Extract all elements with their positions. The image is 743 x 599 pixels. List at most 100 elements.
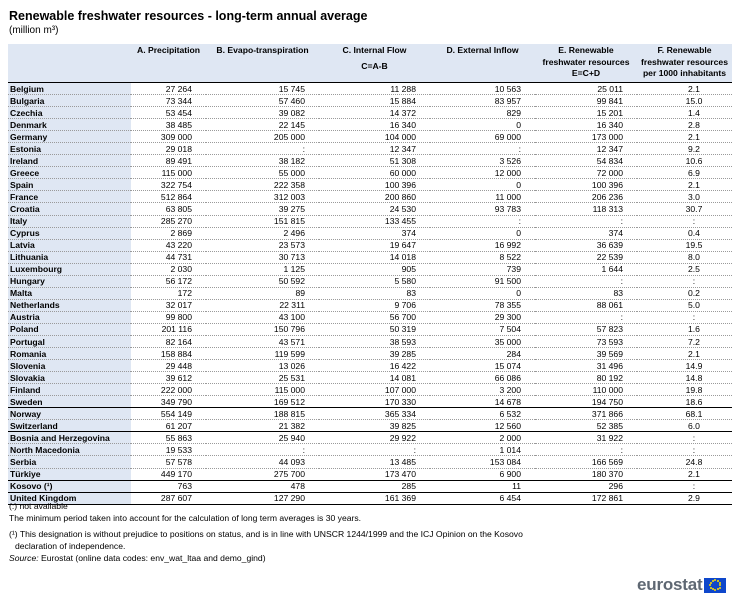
value-cell: 12 347 bbox=[535, 142, 637, 156]
table-row: North Macedonia 19 533::1 014:: bbox=[8, 443, 732, 457]
value-cell: 54 834 bbox=[535, 154, 637, 168]
value-cell: : bbox=[535, 443, 637, 457]
value-cell: 2 000 bbox=[430, 431, 535, 445]
country-name: Austria bbox=[8, 311, 131, 324]
value-cell: 39 082 bbox=[206, 106, 319, 120]
value-cell: 39 275 bbox=[206, 202, 319, 216]
flag-star bbox=[716, 579, 719, 582]
country-name: Portugal bbox=[8, 335, 131, 349]
value-cell: 284 bbox=[430, 347, 535, 361]
value-cell: 13 485 bbox=[319, 455, 430, 469]
value-cell: : bbox=[637, 443, 732, 457]
value-cell: 285 bbox=[319, 479, 430, 493]
value-cell: : bbox=[637, 215, 732, 228]
value-cell: 1 125 bbox=[206, 263, 319, 276]
value-cell: 3 526 bbox=[430, 154, 535, 168]
country-name: Croatia bbox=[8, 202, 131, 216]
value-cell: 24 530 bbox=[319, 202, 430, 216]
value-cell: 0 bbox=[430, 287, 535, 300]
flag-star bbox=[710, 581, 713, 584]
country-name: Kosovo (¹) bbox=[8, 479, 131, 493]
value-cell: 68.1 bbox=[637, 407, 732, 421]
value-cell: 83 bbox=[535, 287, 637, 300]
value-cell: 21 382 bbox=[206, 419, 319, 433]
header-row: A. Precipitation B. Evapo-transpiration … bbox=[8, 44, 732, 83]
value-cell: 115 000 bbox=[131, 166, 206, 180]
value-cell: 10.6 bbox=[637, 154, 732, 168]
country-name: United Kingdom bbox=[8, 491, 131, 505]
header-precipitation: A. Precipitation bbox=[131, 44, 206, 83]
value-cell: 14.9 bbox=[637, 359, 732, 373]
value-cell: 829 bbox=[430, 106, 535, 120]
value-cell: 44 731 bbox=[131, 251, 206, 264]
value-cell: 39 569 bbox=[535, 347, 637, 361]
value-cell: 2.5 bbox=[637, 263, 732, 276]
country-name: Norway bbox=[8, 407, 131, 421]
value-cell: 309 000 bbox=[131, 130, 206, 144]
table-row: Bulgaria 73 344 57 460 15 884 83 957 99 841 15… bbox=[8, 94, 732, 108]
flag-star bbox=[711, 588, 714, 591]
value-cell: 39 612 bbox=[131, 371, 206, 385]
value-cell: 222 358 bbox=[206, 178, 319, 192]
table-row: Estonia 29 018:12 347:12 347 9.2 bbox=[8, 142, 732, 156]
country-name: Malta bbox=[8, 287, 131, 300]
value-cell: 5.0 bbox=[637, 299, 732, 312]
header-evapotranspiration: B. Evapo-transpiration bbox=[206, 44, 319, 83]
country-name: Italy bbox=[8, 215, 131, 228]
value-cell: 31 496 bbox=[535, 359, 637, 373]
value-cell: 173 470 bbox=[319, 468, 430, 481]
value-cell: 194 750 bbox=[535, 395, 637, 409]
country-name: Ireland bbox=[8, 154, 131, 168]
value-cell: 1.4 bbox=[637, 106, 732, 120]
value-cell: 19 647 bbox=[319, 239, 430, 252]
header-corner bbox=[8, 44, 131, 83]
table-row: Austria 99 800 43 100 56 700 29 300:: bbox=[8, 311, 732, 324]
table-row: Malta 172 89 83 0 83 0.2 bbox=[8, 287, 732, 300]
table-row: Greece 115 000 55 000 60 000 12 000 72 000 6.9 bbox=[8, 166, 732, 180]
table-row: Cyprus 2 869 2 496 374 0 374 0.4 bbox=[8, 227, 732, 240]
source-label: Source: bbox=[9, 553, 39, 563]
value-cell: 50 319 bbox=[319, 323, 430, 336]
value-cell: 38 485 bbox=[131, 118, 206, 132]
value-cell: 1.6 bbox=[637, 323, 732, 336]
value-cell: 2 496 bbox=[206, 227, 319, 240]
value-cell: 55 863 bbox=[131, 431, 206, 445]
value-cell: 82 164 bbox=[131, 335, 206, 349]
value-cell: 2.8 bbox=[637, 118, 732, 132]
value-cell: 2.1 bbox=[637, 468, 732, 481]
country-name: Spain bbox=[8, 178, 131, 192]
country-name: Hungary bbox=[8, 275, 131, 288]
value-cell: 7 504 bbox=[430, 323, 535, 336]
value-cell: 7.2 bbox=[637, 335, 732, 349]
value-cell: 53 454 bbox=[131, 106, 206, 120]
country-name: France bbox=[8, 190, 131, 204]
value-cell: 6.9 bbox=[637, 166, 732, 180]
value-cell: 25 531 bbox=[206, 371, 319, 385]
value-cell: 73 593 bbox=[535, 335, 637, 349]
table-row: Romania 158 884 119 599 39 285 284 39 569 2.1 bbox=[8, 347, 732, 361]
country-name: Netherlands bbox=[8, 299, 131, 312]
table-title: Renewable freshwater resources - long-te… bbox=[9, 9, 368, 23]
value-cell: 15 745 bbox=[206, 82, 319, 96]
value-cell: 83 bbox=[319, 287, 430, 300]
value-cell: 3.0 bbox=[637, 190, 732, 204]
value-cell: 374 bbox=[319, 227, 430, 240]
value-cell: 22 145 bbox=[206, 118, 319, 132]
value-cell: 56 172 bbox=[131, 275, 206, 288]
value-cell: 6 532 bbox=[430, 407, 535, 421]
value-cell: 1 644 bbox=[535, 263, 637, 276]
value-cell: 172 bbox=[131, 287, 206, 300]
value-cell: 91 500 bbox=[430, 275, 535, 288]
value-cell: 107 000 bbox=[319, 383, 430, 397]
flag-star bbox=[711, 579, 714, 582]
value-cell: 0.2 bbox=[637, 287, 732, 300]
country-name: Switzerland bbox=[8, 419, 131, 433]
table-row: Finland 222 000 115 000 107 000 3 200 110 000… bbox=[8, 383, 732, 397]
value-cell: 83 957 bbox=[430, 94, 535, 108]
value-cell: 16 340 bbox=[535, 118, 637, 132]
value-cell: 11 bbox=[430, 479, 535, 493]
value-cell: 63 805 bbox=[131, 202, 206, 216]
value-cell: 349 790 bbox=[131, 395, 206, 409]
value-cell: 222 000 bbox=[131, 383, 206, 397]
value-cell: 88 061 bbox=[535, 299, 637, 312]
